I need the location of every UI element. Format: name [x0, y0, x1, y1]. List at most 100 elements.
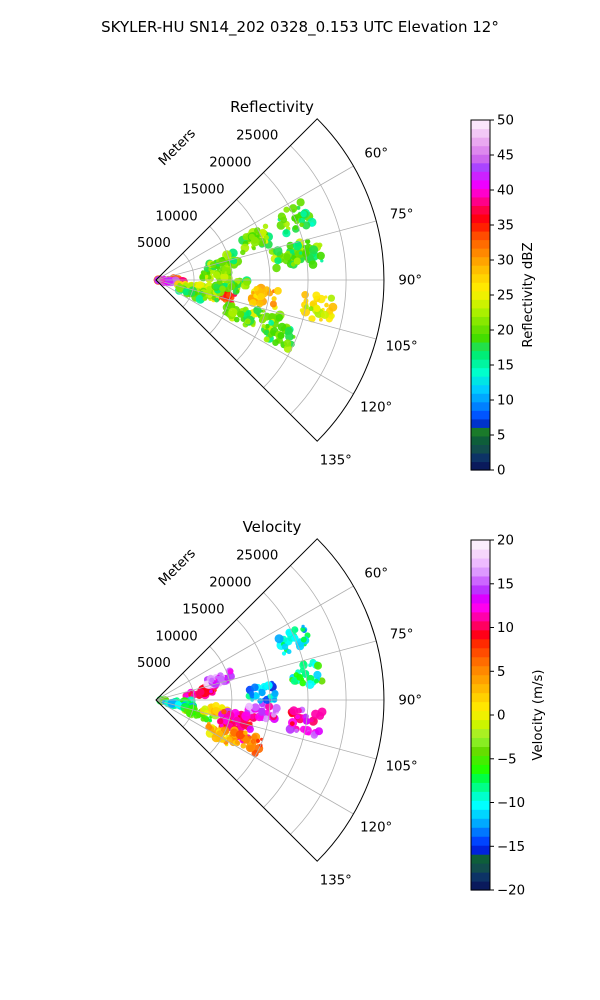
reflectivity-colorbar-swatch — [471, 179, 490, 189]
reflectivity-colorbar-swatch — [471, 307, 490, 317]
velocity-colorbar-swatch — [471, 575, 490, 586]
velocity-echo-cell — [203, 667, 235, 690]
velocity-colorbar-swatch — [471, 683, 490, 694]
velocity-colorbar-swatch — [471, 665, 490, 676]
reflectivity-colorbar-swatch — [471, 350, 490, 360]
velocity-grid — [155, 538, 385, 862]
velocity-radial-tick-label: 15000 — [182, 602, 224, 617]
velocity-colorbar-swatch — [471, 584, 490, 595]
reflectivity-colorbar-swatch — [471, 341, 490, 352]
velocity-colorbar-swatch — [471, 791, 490, 801]
velocity-colorbar-swatch — [471, 764, 490, 774]
reflectivity-colorbar-swatch — [471, 248, 490, 258]
reflectivity-colorbar-tick-label: 10 — [497, 394, 514, 409]
velocity-colorbar-swatch — [471, 710, 490, 721]
velocity-echo-cell — [180, 702, 220, 723]
reflectivity-sector-outline — [155, 118, 385, 442]
reflectivity-colorbar-swatch — [471, 222, 490, 232]
reflectivity-colorbar-tick-label: 25 — [497, 289, 514, 304]
reflectivity-colorbar-swatch — [471, 299, 490, 309]
reflectivity-radial-axis-label: Meters — [156, 126, 199, 169]
velocity-radial-tick-label: 10000 — [155, 629, 197, 644]
reflectivity-radial-tick-label: 5000 — [137, 236, 171, 251]
velocity-colorbar-tick-label: −15 — [497, 840, 525, 855]
velocity-sector-outline — [155, 538, 385, 862]
velocity-colorbar-swatch — [471, 782, 490, 792]
velocity-colorbar-swatch — [471, 809, 490, 819]
reflectivity-colorbar-swatch — [471, 171, 490, 181]
reflectivity-colorbar-label: Reflectivity dBZ — [521, 242, 536, 347]
reflectivity-colorbar-swatch — [471, 213, 490, 224]
reflectivity-colorbar-tick-label: 50 — [497, 114, 514, 129]
reflectivity-colorbar-swatch — [471, 376, 490, 386]
velocity-panel: Velocity 60° 75° 90° 105° 120° 135° 5000 10000 1… — [137, 518, 422, 888]
reflectivity-colorbar-swatch — [471, 239, 490, 249]
reflectivity-azimuth-tick-label: 75° — [390, 208, 414, 223]
velocity-radial-tick-label: 5000 — [137, 656, 171, 671]
reflectivity-colorbar-tick-label: 30 — [497, 254, 514, 269]
reflectivity-azimuth-tick-label: 120° — [360, 401, 392, 416]
velocity-azimuth-tick-label: 105° — [386, 759, 418, 774]
velocity-azimuth-gridline — [155, 640, 377, 701]
velocity-colorbar-swatch — [471, 629, 490, 640]
reflectivity-azimuth-tick-label: 90° — [398, 274, 422, 289]
velocity-colorbar-tick-label: −10 — [497, 796, 525, 811]
reflectivity-colorbar-swatch — [471, 188, 490, 198]
reflectivity-radial-tick-label: 25000 — [236, 129, 278, 144]
reflectivity-echo-cell — [244, 306, 285, 334]
reflectivity-azimuth-gridline — [155, 279, 377, 340]
reflectivity-colorbar-swatch — [471, 316, 490, 326]
reflectivity-colorbar-swatch — [471, 333, 490, 343]
velocity-colorbar: −20 −15 −10 −5 0 5 10 15 20 Velocity (m/s) — [470, 534, 546, 899]
reflectivity-azimuth-tick-label: 135° — [320, 453, 352, 468]
velocity-colorbar-swatch — [471, 881, 490, 891]
reflectivity-colorbar-swatch — [471, 282, 490, 292]
reflectivity-colorbar-tick-label: 40 — [497, 184, 514, 199]
reflectivity-colorbar-tick-label: 45 — [497, 149, 514, 164]
velocity-colorbar-swatch — [471, 872, 490, 882]
reflectivity-colorbar-swatch — [471, 205, 490, 215]
velocity-azimuth-tick-label: 75° — [390, 628, 414, 643]
velocity-echo-cell — [226, 726, 264, 758]
reflectivity-colorbar-swatch — [471, 265, 490, 275]
velocity-colorbar-swatch — [471, 620, 490, 631]
velocity-colorbar-swatch — [471, 692, 490, 703]
reflectivity-colorbar-swatch — [471, 435, 490, 445]
velocity-azimuth-gridline — [155, 699, 354, 815]
reflectivity-echo-cell — [203, 248, 243, 272]
velocity-colorbar-label: Velocity (m/s) — [531, 669, 546, 760]
velocity-echo-layer — [156, 624, 327, 758]
reflectivity-colorbar-tick-label: 5 — [497, 429, 505, 444]
velocity-colorbar-swatch — [471, 827, 490, 837]
reflectivity-colorbar-swatch — [471, 256, 490, 266]
velocity-colorbar-swatch — [471, 656, 490, 667]
velocity-colorbar-swatch — [471, 728, 490, 739]
velocity-colorbar-tick-label: 15 — [497, 577, 514, 592]
reflectivity-echo-cell — [222, 301, 261, 328]
reflectivity-colorbar-swatch — [471, 393, 490, 403]
velocity-colorbar-swatch — [471, 836, 490, 846]
velocity-colorbar-tick-label: 0 — [497, 709, 505, 724]
velocity-colorbar-swatch — [471, 602, 490, 613]
reflectivity-axis-labels: 60° 75° 90° 105° 120° 135° 5000 10000 15000 20000… — [137, 129, 422, 469]
velocity-title: Velocity — [243, 518, 302, 536]
figure-title: SKYLER-HU SN14_202 0328_0.153 UTC Elevat… — [101, 18, 499, 37]
velocity-colorbar-swatch — [471, 674, 490, 685]
velocity-colorbar-tick-label: 20 — [497, 534, 514, 549]
velocity-radial-axis-label: Meters — [156, 546, 199, 589]
reflectivity-radial-tick-label: 10000 — [155, 209, 197, 224]
velocity-colorbar-swatch — [471, 540, 490, 550]
reflectivity-colorbar-swatch — [471, 196, 490, 206]
reflectivity-colorbar-swatch — [471, 367, 490, 377]
velocity-colorbar-swatch — [471, 548, 490, 559]
velocity-azimuth-gridline — [155, 585, 354, 701]
reflectivity-colorbar-swatch — [471, 230, 490, 241]
reflectivity-radial-tick-label: 15000 — [182, 182, 224, 197]
reflectivity-panel: Reflectivity 60° 75° 90° 105° 120° 135° 5000 10… — [137, 98, 422, 468]
reflectivity-colorbar-swatch — [471, 128, 490, 138]
velocity-azimuth-tick-label: 135° — [320, 873, 352, 888]
velocity-azimuth-tick-label: 60° — [364, 566, 388, 581]
velocity-colorbar-swatch — [471, 593, 490, 604]
velocity-colorbar-swatch — [471, 611, 490, 622]
